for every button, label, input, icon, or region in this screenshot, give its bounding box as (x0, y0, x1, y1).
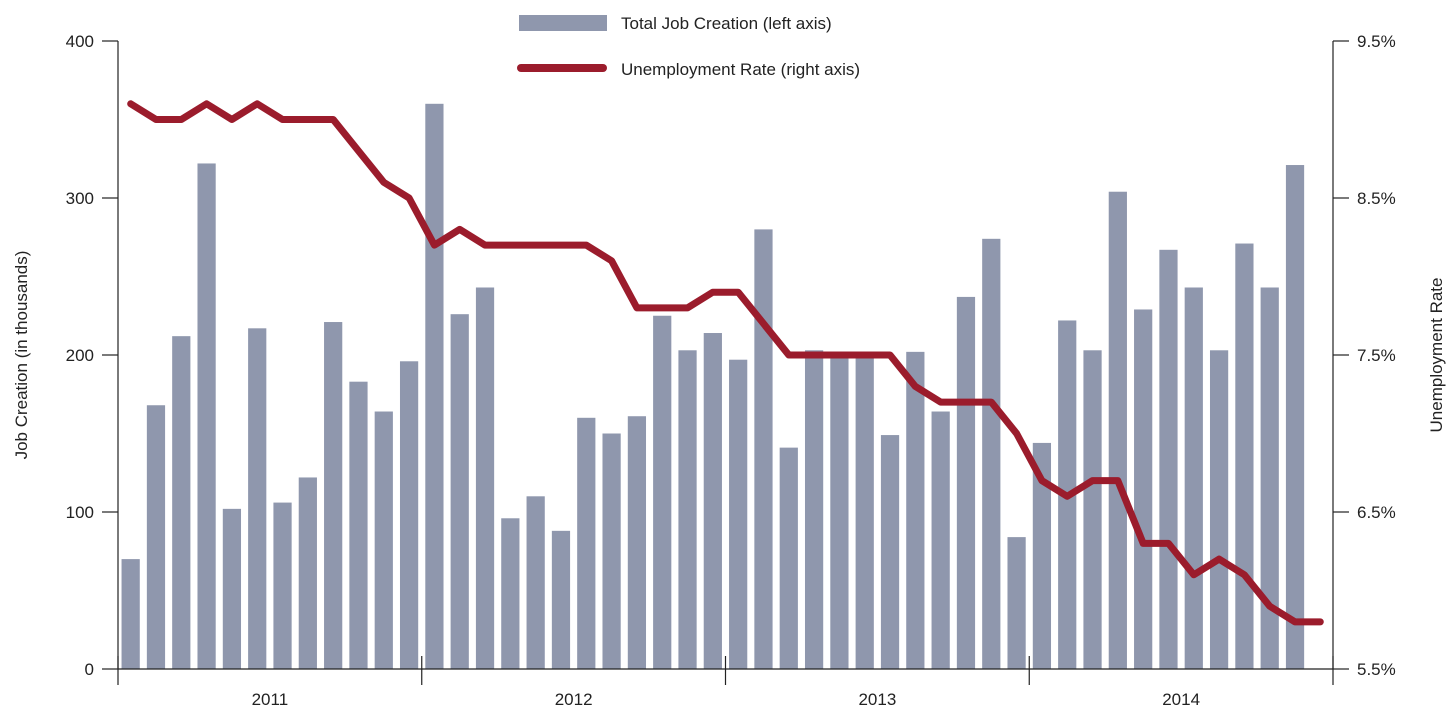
job-creation-bar (906, 351, 925, 669)
job-creation-bar (1285, 165, 1305, 669)
right-axis-tick-label: 9.5% (1357, 32, 1396, 51)
unemployment-rate-line (127, 100, 1324, 626)
job-creation-bar (399, 361, 419, 669)
job-creation-bar (273, 502, 292, 669)
x-axis-year-label: 2014 (1162, 690, 1200, 709)
job-creation-bar (501, 518, 520, 669)
x-axis-year-label: 2011 (252, 690, 289, 709)
left-axis-tick-label: 400 (66, 32, 94, 51)
job-creation-bar (475, 287, 495, 669)
job-creation-bar (931, 411, 950, 669)
job-creation-bar (1108, 191, 1127, 669)
job-creation-bar (703, 333, 722, 669)
job-creation-bar (1209, 350, 1229, 669)
axes-layer: 0 100 200 300 400 5.5% 6.5% 7.5% 8.5% 9.5% 2011 201… (66, 32, 1396, 709)
job-creation-bar (729, 359, 748, 669)
right-axis-tick-label: 6.5% (1357, 503, 1396, 522)
job-creation-bar (1032, 442, 1052, 669)
job-creation-bar (804, 350, 824, 669)
job-creation-bar (577, 417, 596, 669)
job-creation-bar (678, 350, 697, 669)
right-axis-tick-label: 8.5% (1357, 189, 1396, 208)
job-creation-bar (248, 328, 267, 669)
legend: Total Job Creation (left axis) Unemploym… (517, 14, 860, 79)
job-creation-bar (197, 163, 216, 669)
job-creation-bar (1007, 537, 1026, 669)
job-creation-bar (1235, 243, 1254, 669)
job-creation-bar (1134, 309, 1153, 669)
right-axis-tick-label: 5.5% (1357, 660, 1396, 679)
x-axis-year-label: 2013 (858, 690, 896, 709)
job-creation-bar (1159, 249, 1178, 669)
x-axis-year-label: 2012 (555, 690, 593, 709)
job-creation-bar (855, 353, 874, 669)
job-creation-bar (146, 405, 166, 669)
job-creation-bar (526, 496, 545, 669)
job-creation-bar (602, 433, 621, 669)
legend-bar-swatch (519, 15, 607, 31)
job-creation-bar (754, 229, 773, 669)
job-creation-bar (349, 381, 368, 669)
bars-layer (121, 103, 1305, 670)
line-layer (127, 100, 1324, 626)
left-axis-tick-label: 300 (66, 189, 94, 208)
job-creation-bar (1184, 287, 1203, 669)
left-axis-tick-label: 100 (66, 503, 94, 522)
job-creation-bar (1083, 350, 1102, 669)
right-axis-tick-label: 7.5% (1357, 346, 1396, 365)
job-creation-bar (298, 477, 317, 669)
job-creation-bar (324, 322, 343, 669)
left-axis-tick-label: 0 (85, 660, 94, 679)
job-creation-bar (779, 447, 798, 669)
legend-bar-label: Total Job Creation (left axis) (621, 14, 832, 33)
job-creation-bar (1260, 287, 1279, 669)
job-creation-bar (627, 416, 647, 669)
job-creation-bar (982, 238, 1001, 669)
job-creation-bar (880, 435, 900, 669)
job-creation-bar (450, 314, 469, 669)
right-axis-title: Unemployment Rate (1427, 278, 1446, 433)
job-creation-bar (374, 411, 393, 669)
job-creation-bar (121, 559, 140, 669)
job-creation-bar (551, 530, 571, 669)
job-creation-bar (425, 103, 444, 670)
left-axis-tick-label: 200 (66, 346, 94, 365)
job-creation-bar (956, 296, 976, 669)
legend-line-label: Unemployment Rate (right axis) (621, 60, 860, 79)
left-axis-title: Job Creation (in thousands) (12, 251, 31, 460)
job-creation-bar (830, 356, 849, 669)
job-creation-bar (172, 336, 191, 669)
job-creation-bar (222, 508, 242, 669)
job-creation-bar (653, 315, 672, 669)
